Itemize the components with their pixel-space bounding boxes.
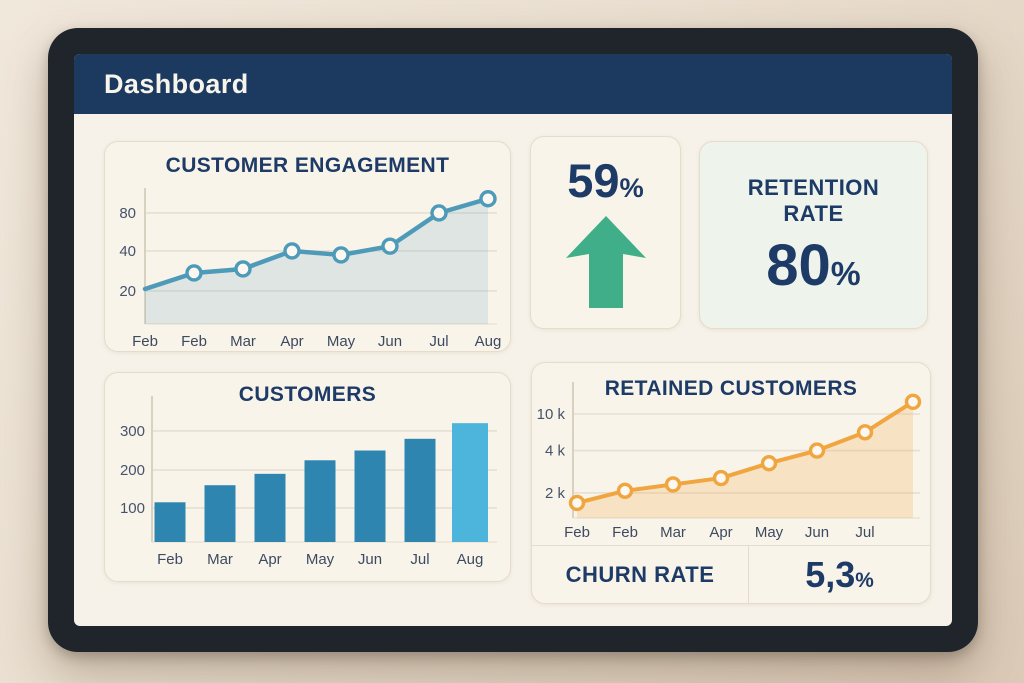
bar bbox=[452, 423, 488, 542]
x-tick-label: Mar bbox=[207, 551, 233, 568]
customers-title: CUSTOMERS bbox=[238, 383, 377, 406]
tablet-device-frame: Dashboard CUSTOMER ENGAGEMENT 20 40 80 Feb F… bbox=[48, 28, 978, 652]
customers-bar-chart: 100 200 300 Feb Mar Apr May Jun Jul Aug bbox=[120, 396, 497, 568]
bar bbox=[304, 460, 336, 542]
x-tick-label: Feb bbox=[181, 333, 207, 350]
percent-sign: % bbox=[619, 172, 644, 203]
x-tick-label: Aug bbox=[457, 551, 484, 568]
area-fill bbox=[145, 198, 488, 324]
data-point-marker bbox=[283, 242, 301, 260]
data-point-marker bbox=[479, 190, 497, 208]
data-point-marker bbox=[430, 204, 448, 222]
page-title: Dashboard bbox=[104, 68, 249, 99]
x-tick-label: Feb bbox=[612, 524, 638, 541]
dashboard-screen: Dashboard CUSTOMER ENGAGEMENT 20 40 80 Feb F… bbox=[74, 54, 952, 626]
data-point-marker bbox=[760, 455, 778, 472]
customers-card: CUSTOMERS 100 200 300 Feb Mar Apr May Jun Jul Aug bbox=[104, 372, 511, 582]
uplift-value: 59% bbox=[567, 154, 644, 207]
churn-rate-label: CHURN RATE bbox=[565, 561, 715, 587]
area-fill bbox=[577, 401, 913, 518]
x-tick-label: Jun bbox=[378, 333, 402, 350]
retained-customers-title: RETAINED CUSTOMERS bbox=[604, 377, 858, 400]
y-tick-label: 4 k bbox=[545, 443, 566, 460]
x-tick-label: Feb bbox=[132, 333, 158, 350]
customer-engagement-line-chart: 20 40 80 Feb Feb Mar Apr May Jun Jul Aug bbox=[119, 188, 502, 350]
data-point-marker bbox=[856, 424, 874, 441]
bar bbox=[354, 450, 386, 542]
app-header: Dashboard bbox=[74, 54, 952, 114]
x-tick-label: Mar bbox=[660, 524, 686, 541]
percent-sign: % bbox=[855, 568, 874, 592]
data-point-marker bbox=[381, 237, 399, 255]
data-point-marker bbox=[234, 260, 252, 278]
x-tick-label: Aug bbox=[475, 333, 502, 350]
arrow-up-icon bbox=[565, 216, 646, 308]
x-tick-label: Feb bbox=[564, 524, 590, 541]
churn-rate-value: 5,3% bbox=[805, 553, 874, 595]
x-tick-label: Apr bbox=[258, 551, 281, 568]
x-tick-label: Jul bbox=[429, 333, 448, 350]
x-tick-label: Jul bbox=[410, 551, 429, 568]
x-tick-label: Jun bbox=[358, 551, 382, 568]
customer-engagement-title: CUSTOMER ENGAGEMENT bbox=[165, 154, 450, 177]
x-tick-label: Apr bbox=[709, 524, 732, 541]
retention-rate-title: RETENTION RATE bbox=[747, 174, 880, 226]
data-point-marker bbox=[332, 246, 350, 264]
y-tick-label: 100 bbox=[120, 500, 145, 517]
x-tick-label: Jun bbox=[805, 524, 829, 541]
y-tick-label: 80 bbox=[119, 205, 136, 222]
data-point-marker bbox=[808, 442, 826, 459]
x-tick-label: Mar bbox=[230, 333, 256, 350]
data-point-marker bbox=[568, 494, 586, 512]
data-point-marker bbox=[664, 476, 682, 493]
y-tick-label: 200 bbox=[120, 462, 145, 479]
data-point-marker bbox=[904, 393, 922, 411]
bar bbox=[204, 485, 236, 542]
churn-rate-value-cell: 5,3% bbox=[749, 546, 930, 603]
bar bbox=[254, 473, 286, 542]
x-tick-label: Apr bbox=[280, 333, 303, 350]
retention-rate-value: 80% bbox=[766, 233, 861, 299]
x-tick-label: May bbox=[306, 551, 335, 568]
churn-rate-label-cell: CHURN RATE bbox=[532, 546, 749, 603]
x-tick-label: Feb bbox=[157, 551, 183, 568]
x-tick-label: May bbox=[755, 524, 784, 541]
y-tick-label: 20 bbox=[119, 283, 136, 300]
data-point-marker bbox=[185, 264, 203, 282]
x-tick-label: Jul bbox=[855, 524, 874, 541]
uplift-kpi-card: 59% bbox=[530, 136, 681, 329]
retained-customers-line-chart: 2 k 4 k 10 k Feb Feb Mar Apr May Jun Jul bbox=[537, 382, 922, 541]
bar bbox=[154, 502, 186, 542]
y-tick-label: 10 k bbox=[537, 406, 566, 423]
y-tick-label: 2 k bbox=[545, 485, 566, 502]
x-tick-label: May bbox=[327, 333, 356, 350]
customer-engagement-card: CUSTOMER ENGAGEMENT 20 40 80 Feb Feb Mar Apr Ma… bbox=[104, 141, 511, 352]
retention-rate-card: RETENTION RATE 80% bbox=[699, 141, 928, 329]
data-point-marker bbox=[712, 469, 730, 487]
y-tick-label: 300 bbox=[120, 423, 145, 440]
bar bbox=[404, 438, 436, 542]
data-point-marker bbox=[616, 482, 634, 499]
churn-rate-row: CHURN RATE 5,3% bbox=[532, 545, 930, 603]
percent-sign: % bbox=[830, 256, 861, 294]
y-tick-label: 40 bbox=[119, 243, 136, 260]
retained-customers-card: RETAINED CUSTOMERS 2 k 4 k 10 k Feb Feb Mar Ap… bbox=[531, 362, 931, 604]
